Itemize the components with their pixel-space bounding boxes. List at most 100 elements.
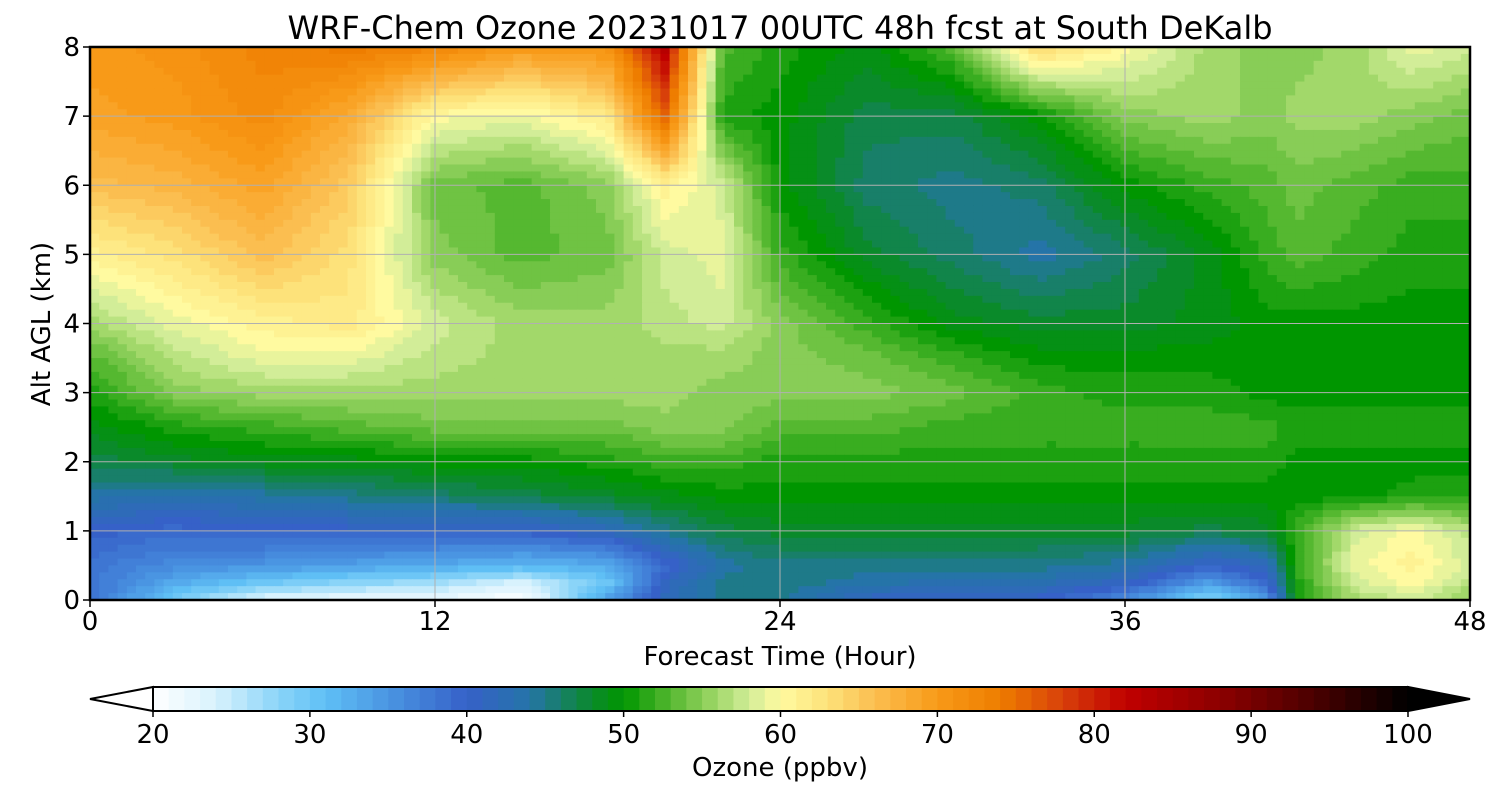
heatmap-cell <box>881 205 891 214</box>
heatmap-cell <box>531 164 542 173</box>
heatmap-cell <box>1405 185 1416 193</box>
heatmap-cell <box>439 164 450 173</box>
heatmap-cell <box>1230 60 1241 69</box>
heatmap-cell <box>660 233 671 242</box>
heatmap-cell <box>145 47 155 55</box>
heatmap-cell <box>1249 47 1259 55</box>
heatmap-cell <box>163 95 174 103</box>
heatmap-cell <box>1359 185 1370 193</box>
heatmap-cell <box>494 95 505 103</box>
heatmap-cell <box>651 205 661 214</box>
heatmap-cell <box>826 136 836 145</box>
heatmap-cell <box>1019 199 1029 207</box>
heatmap-cell <box>991 226 1002 235</box>
heatmap-cell <box>485 109 496 117</box>
heatmap-cell <box>1387 109 1397 117</box>
heatmap-cell <box>844 192 855 200</box>
heatmap-cell <box>274 123 284 131</box>
heatmap-cell <box>1083 226 1094 235</box>
heatmap-cell <box>136 67 146 76</box>
heatmap-cell <box>890 226 901 235</box>
heatmap-cell <box>927 136 937 145</box>
heatmap-cell <box>200 95 211 103</box>
heatmap-cell <box>1267 226 1278 235</box>
heatmap-cell <box>1046 219 1057 228</box>
heatmap-cell <box>218 53 229 62</box>
heatmap-cell <box>191 185 201 193</box>
heatmap-cell <box>577 171 588 179</box>
heatmap-cell <box>706 123 717 131</box>
heatmap-cell <box>669 47 680 55</box>
heatmap-cell <box>1074 47 1085 55</box>
heatmap-cell <box>126 102 137 110</box>
heatmap-cell <box>973 60 983 69</box>
heatmap-cell <box>918 81 928 90</box>
heatmap-cell <box>1368 226 1379 235</box>
heatmap-cell <box>90 268 100 276</box>
heatmap-cell <box>108 74 119 83</box>
heatmap-cell <box>973 81 983 90</box>
heatmap-cell <box>540 123 551 131</box>
heatmap-cell <box>973 123 983 131</box>
heatmap-cell <box>347 240 358 249</box>
heatmap-cell <box>356 164 367 173</box>
heatmap-cell <box>421 240 431 249</box>
heatmap-cell <box>752 136 763 145</box>
heatmap-cell <box>1313 81 1324 90</box>
heatmap-cell <box>347 212 358 221</box>
heatmap-cell <box>586 47 597 55</box>
heatmap-cell <box>577 247 588 255</box>
heatmap-cell <box>1046 226 1057 235</box>
heatmap-cell <box>1267 60 1278 69</box>
heatmap-cell <box>1175 268 1186 276</box>
heatmap-cell <box>1387 254 1397 262</box>
heatmap-cell <box>862 240 873 249</box>
heatmap-cell <box>1157 143 1167 152</box>
heatmap-cell <box>301 53 312 62</box>
heatmap-cell <box>918 157 928 166</box>
heatmap-cell <box>927 123 937 131</box>
heatmap-cell <box>1322 88 1333 96</box>
heatmap-cell <box>1240 268 1250 276</box>
heatmap-cell <box>1129 67 1140 76</box>
heatmap-cell <box>780 205 790 214</box>
heatmap-cell <box>1129 268 1140 276</box>
heatmap-cell <box>844 109 855 117</box>
heatmap-cell <box>209 275 220 283</box>
heatmap-cell <box>274 136 284 145</box>
heatmap-cell <box>1203 67 1213 76</box>
heatmap-cell <box>1074 116 1085 124</box>
heatmap-cell <box>623 185 634 193</box>
heatmap-cell <box>826 199 836 207</box>
heatmap-cell <box>798 199 809 207</box>
heatmap-cell <box>918 129 928 138</box>
heatmap-cell <box>1313 123 1324 131</box>
heatmap-cell <box>90 275 100 283</box>
heatmap-cell <box>356 123 367 131</box>
heatmap-cell <box>1442 123 1453 131</box>
heatmap-cell <box>1295 129 1305 138</box>
heatmap-cell <box>485 102 496 110</box>
heatmap-cell <box>329 67 339 76</box>
heatmap-cell <box>872 53 882 62</box>
heatmap-cell <box>807 261 818 269</box>
heatmap-cell <box>669 129 680 138</box>
heatmap-cell <box>678 74 689 83</box>
heatmap-cell <box>283 233 293 242</box>
heatmap-cell <box>218 240 229 249</box>
heatmap-cell <box>402 150 413 159</box>
heatmap-cell <box>264 143 275 152</box>
heatmap-cell <box>531 240 542 249</box>
heatmap-cell <box>688 67 698 76</box>
heatmap-cell <box>577 261 588 269</box>
heatmap-cell <box>678 233 689 242</box>
heatmap-cell <box>320 129 330 138</box>
heatmap-cell <box>918 226 928 235</box>
heatmap-cell <box>660 60 671 69</box>
heatmap-cell <box>761 143 772 152</box>
heatmap-cell <box>90 178 100 186</box>
heatmap-cell <box>402 247 413 255</box>
heatmap-cell <box>1414 185 1425 193</box>
heatmap-cell <box>1405 268 1416 276</box>
heatmap-cell <box>90 143 100 152</box>
